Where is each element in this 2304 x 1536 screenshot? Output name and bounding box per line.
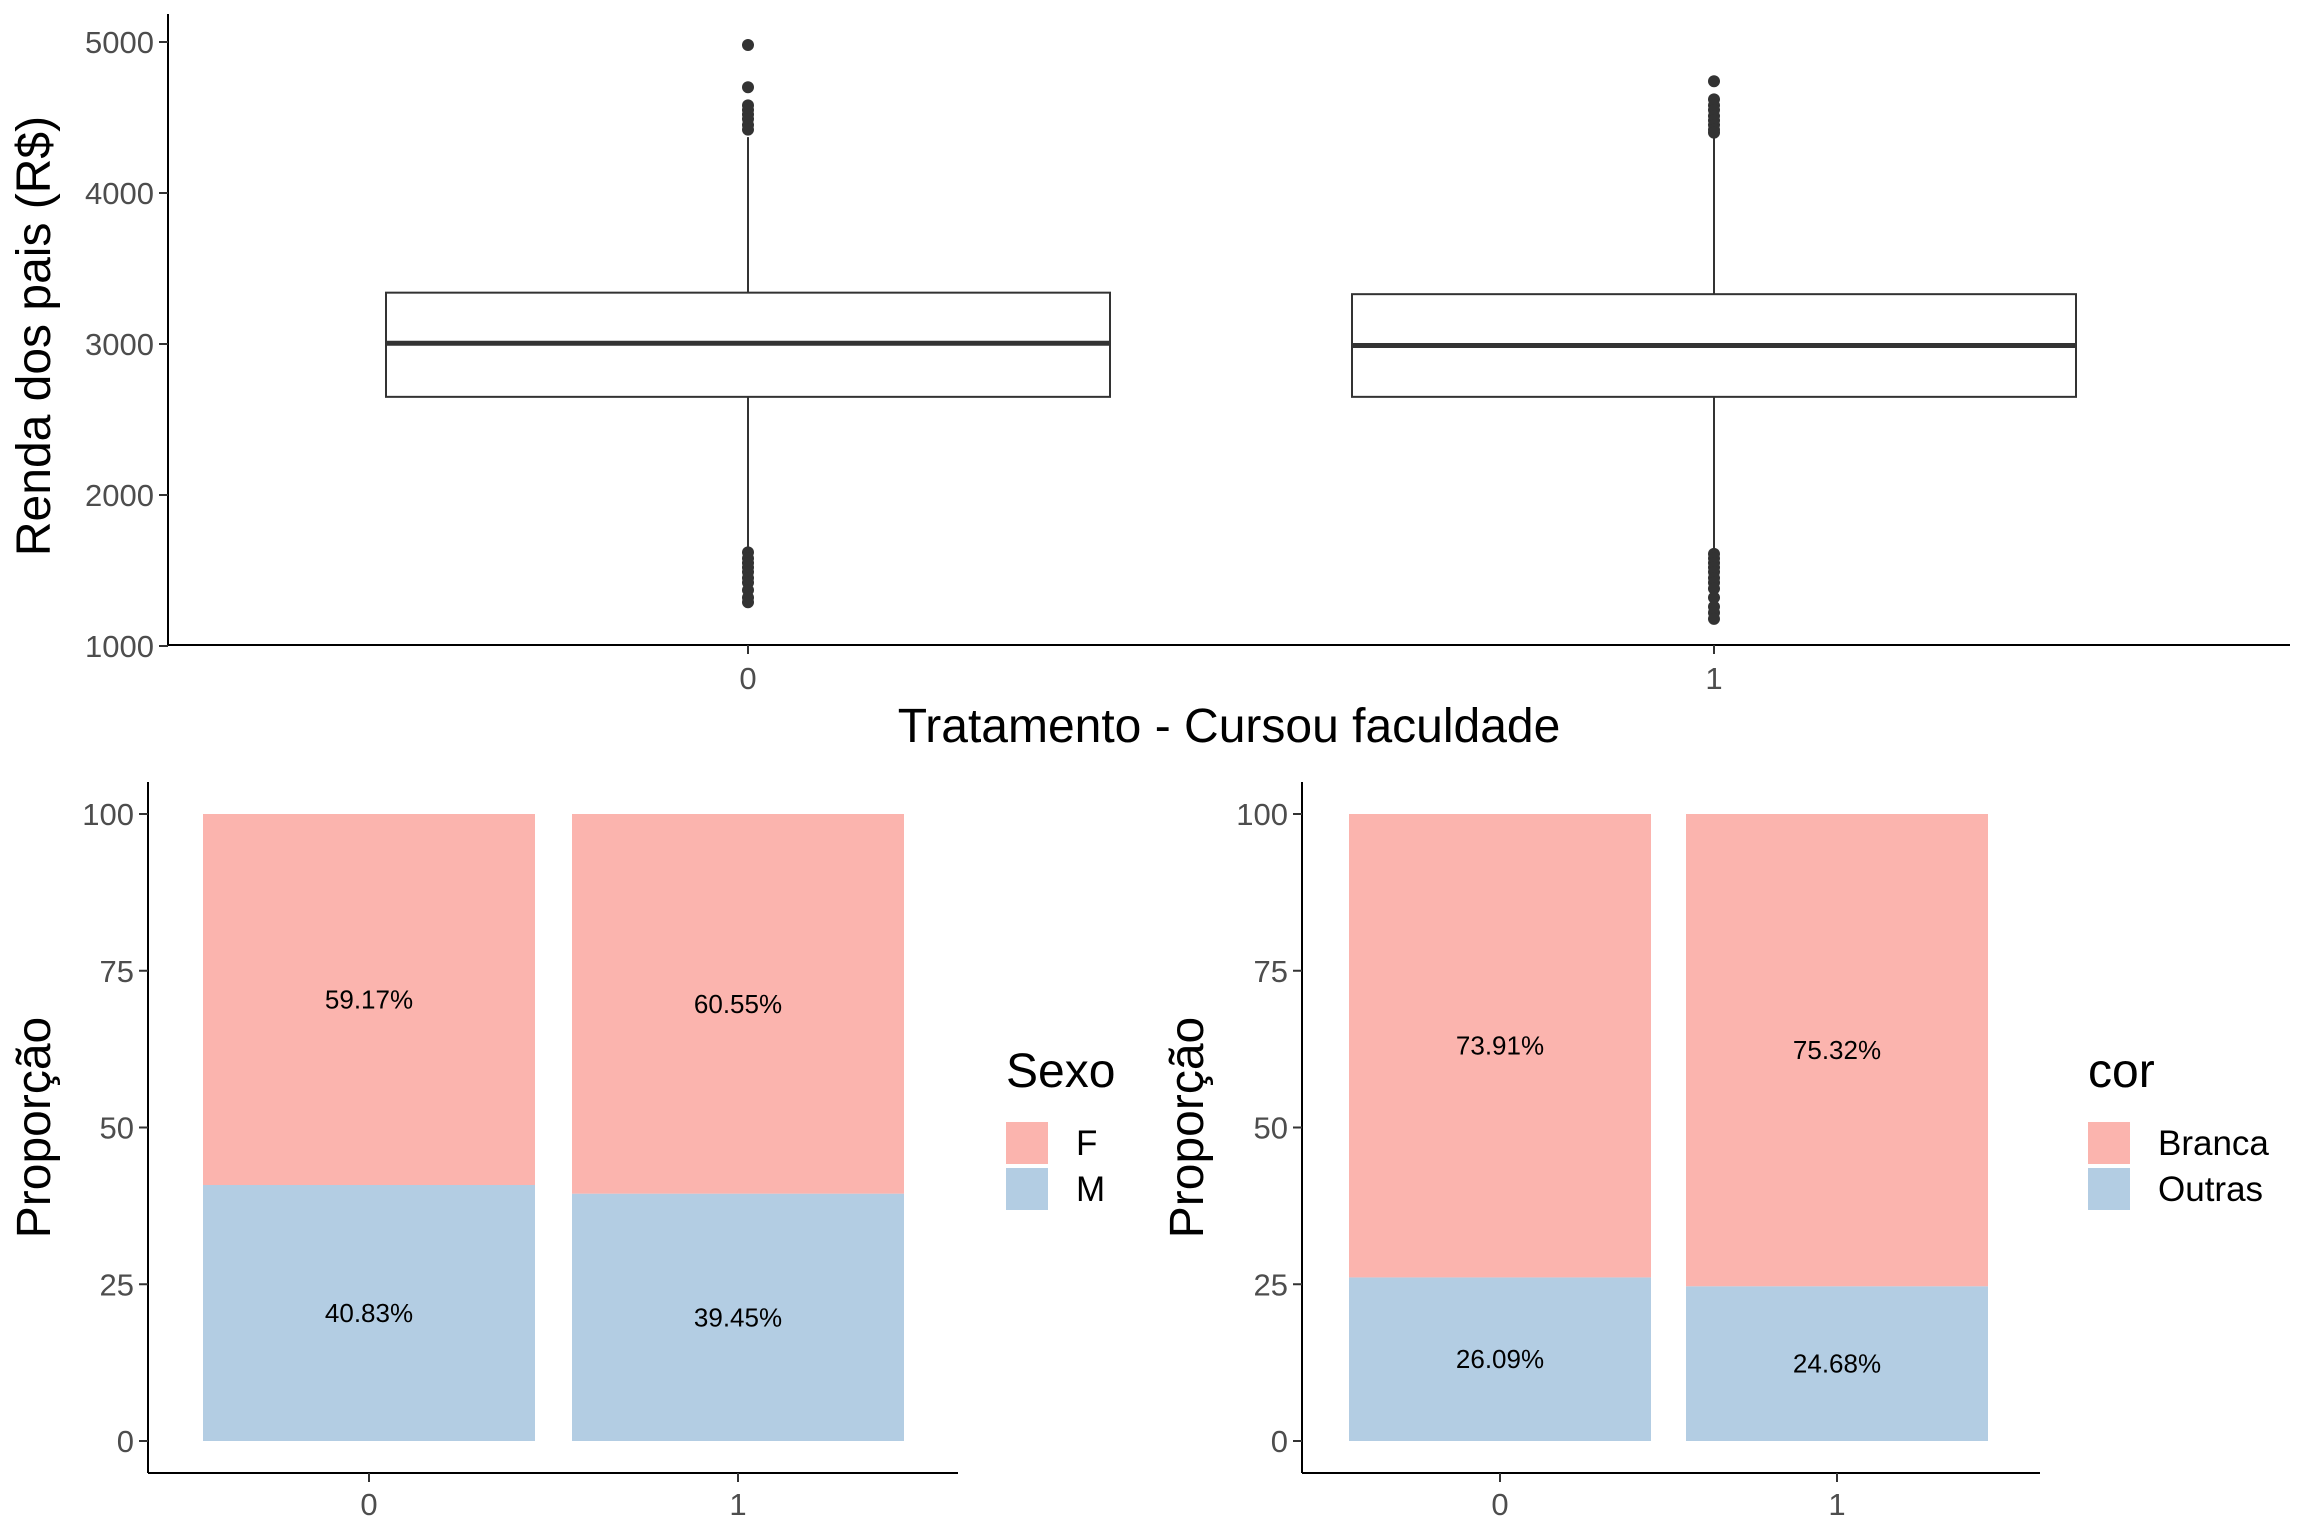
outlier-point [742,81,754,94]
legend-label: Outras [2158,1170,2263,1209]
bar-segment-outras [1686,1286,1988,1441]
bar-segment-branca [1349,814,1651,1278]
y-tick-label: 3000 [85,327,154,362]
y-tick-label: 25 [1254,1267,1288,1302]
x-tick-label: 0 [739,661,756,696]
legend-label: Branca [2158,1124,2269,1163]
data-label: 24.68% [1793,1349,1881,1379]
bar-panel-cor: 0 25 50 75 100 73.91% 26.09% 0 75.32% 24.68% 1 Prop… [1161,782,2269,1522]
y-axis-title: Proporção [1161,1017,1214,1238]
legend-swatch-outras [2088,1168,2130,1210]
y-tick-label: 25 [100,1267,134,1302]
y-tick-label: 1000 [85,629,154,664]
bar-segment-branca [1686,814,1988,1287]
bar-segment-outras [1349,1277,1651,1441]
y-tick-label: 50 [1254,1111,1288,1146]
data-label: 59.17% [325,984,413,1014]
outlier-point [742,123,754,136]
y-tick-label: 0 [117,1424,134,1459]
y-tick-label: 0 [1271,1424,1288,1459]
y-tick-label: 5000 [85,25,154,60]
outlier-point [1708,75,1720,88]
legend-swatch-f [1006,1122,1048,1164]
bar-segment-m [572,1193,904,1441]
outlier-point [1708,591,1720,604]
outlier-point [742,596,754,609]
legend-label: M [1076,1170,1105,1209]
legend-label: F [1076,1124,1097,1163]
x-tick-label: 0 [1491,1487,1508,1522]
y-tick-label: 100 [1236,797,1288,832]
outlier-point [1708,126,1720,139]
x-tick-label: 1 [729,1487,746,1522]
legend-swatch-branca [2088,1122,2130,1164]
data-label: 39.45% [694,1302,782,1332]
legend-title: cor [2088,1045,2155,1098]
x-tick-label: 0 [360,1487,377,1522]
bar-segment-f [572,814,904,1194]
y-tick-label: 75 [1254,954,1288,989]
data-label: 26.09% [1456,1344,1544,1374]
y-tick-label: 4000 [85,176,154,211]
y-tick-label: 2000 [85,478,154,513]
outlier-point [1708,612,1720,625]
data-label: 73.91% [1456,1031,1544,1061]
legend-title: Sexo [1006,1045,1115,1098]
y-tick-label: 100 [82,797,134,832]
x-axis-title: Tratamento - Cursou faculdade [898,700,1561,753]
x-tick-label: 1 [1705,661,1722,696]
data-label: 60.55% [694,989,782,1019]
data-label: 40.83% [325,1298,413,1328]
bar-segment-f [203,814,535,1185]
bar-segment-m [203,1184,535,1441]
outlier-point [742,39,754,52]
y-tick-label: 75 [100,954,134,989]
y-axis-title: Renda dos pais (R$) [8,116,61,556]
y-tick-label: 50 [100,1111,134,1146]
outlier-point [1708,582,1720,595]
x-tick-label: 1 [1828,1487,1845,1522]
bar-panel-sexo: 0 25 50 75 100 59.17% 40.83% 0 60.55% 39.45% 1 Prop… [8,782,1115,1522]
legend-swatch-m [1006,1168,1048,1210]
y-axis-title: Proporção [8,1017,61,1238]
boxplot-panel: 1000 2000 3000 4000 5000 0 1 Tratamento - Curso… [8,14,2290,753]
data-label: 75.32% [1793,1035,1881,1065]
